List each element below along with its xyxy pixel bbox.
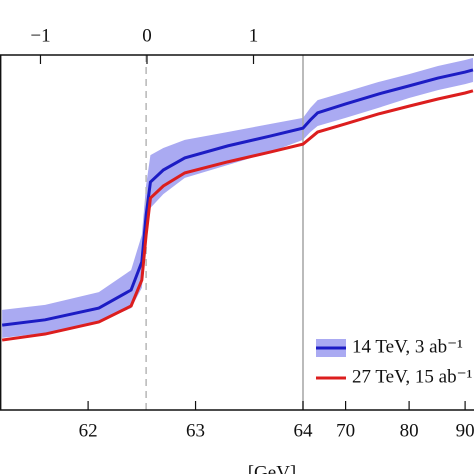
- legend-label: 14 TeV, 3 ab⁻¹: [352, 336, 463, 357]
- x-tick-label: 63: [186, 420, 205, 441]
- uncertainty-band: [2, 57, 473, 338]
- x2-tick-label: −1: [30, 25, 50, 46]
- legend-label: 27 TeV, 15 ab⁻¹: [352, 366, 473, 387]
- series-line: [1, 89, 474, 342]
- band-layer: [2, 57, 473, 338]
- x-tick-label: 62: [79, 420, 98, 441]
- x2-tick-label: 0: [142, 25, 152, 46]
- x-tick-label: 64: [294, 420, 314, 441]
- x-tick-label: 70: [336, 420, 355, 441]
- x-axis-label: [GeV]: [248, 462, 297, 474]
- x2-tick-label: 1: [249, 25, 259, 46]
- series-line: [1, 68, 474, 327]
- x-tick-label: 80: [400, 420, 419, 441]
- x-tick-label: 90: [456, 420, 474, 441]
